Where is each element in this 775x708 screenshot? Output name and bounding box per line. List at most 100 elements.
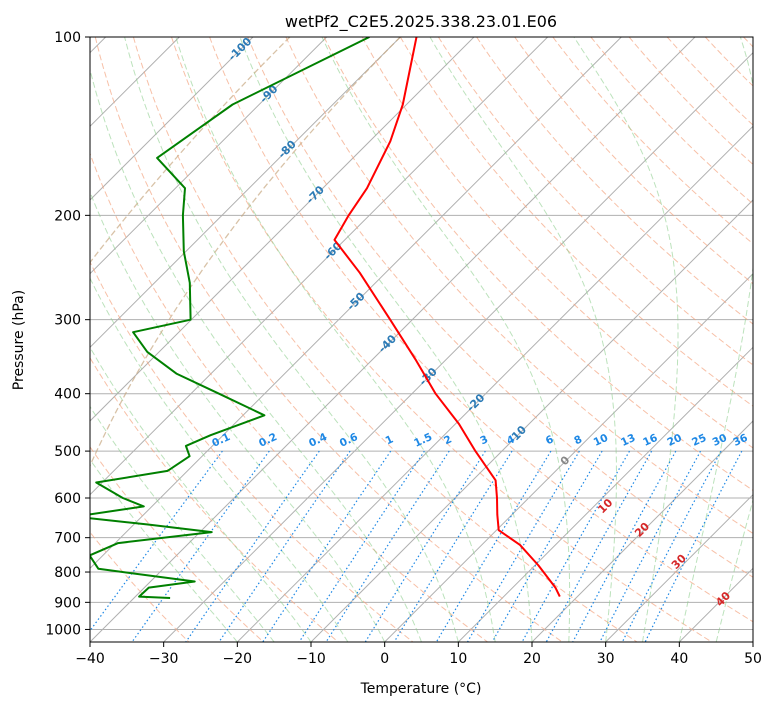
- isotherm-line: [605, 493, 753, 642]
- isotherm-line: [90, 37, 254, 201]
- dry-adiabat-line: [90, 260, 414, 642]
- decorative-curve: [90, 37, 291, 264]
- x-tick-label: −30: [149, 651, 179, 667]
- y-tick-label: 900: [54, 595, 81, 611]
- y-tick-label: 700: [54, 531, 81, 547]
- x-tick-label: 20: [523, 651, 541, 667]
- mixing-ratio-line: [521, 450, 631, 642]
- isotherm-line: [90, 37, 401, 349]
- temperature-profile-line: [333, 37, 561, 598]
- moist-adiabat-line: [678, 37, 753, 642]
- y-tick-label: 200: [54, 208, 81, 224]
- y-tick-label: 800: [54, 565, 81, 581]
- moist-adiabat-line: [90, 458, 238, 642]
- dry-adiabat-line: [90, 446, 264, 642]
- decorative-curve: [90, 37, 401, 468]
- plot-frame: [89, 36, 754, 643]
- moist-adiabat-line: [124, 37, 459, 642]
- y-tick-label: 400: [54, 387, 81, 403]
- dry-adiabat-line: [171, 37, 712, 642]
- dry-adiabat-line: [399, 37, 753, 407]
- isotherm-line: [236, 125, 753, 642]
- moist-adiabat-line: [175, 37, 496, 642]
- isotherm-line: [90, 37, 328, 275]
- dry-adiabat-line: [247, 37, 753, 578]
- dry-adiabat-line: [209, 37, 753, 623]
- y-axis-label: Pressure (hPa): [11, 290, 27, 390]
- mixing-ratio-label: 13: [619, 432, 637, 449]
- x-tick-label: 40: [670, 651, 688, 667]
- isotherm-line: [310, 199, 753, 642]
- dry-adiabat-line: [132, 37, 638, 642]
- x-tick-label: 30: [597, 651, 615, 667]
- mixing-ratio-line: [185, 450, 320, 642]
- mixing-ratio-line: [545, 450, 653, 642]
- x-tick-label: −40: [75, 651, 105, 667]
- mixing-ratio-line: [599, 450, 702, 642]
- dry-adiabat-line: [476, 37, 753, 325]
- dry-adiabat-line: [514, 37, 753, 285]
- mixing-ratio-line: [572, 450, 677, 642]
- dry-adiabat-line: [628, 37, 753, 166]
- mixing-ratio-line: [393, 450, 513, 642]
- isotherm-line: [531, 420, 753, 642]
- y-tick-label: 600: [54, 491, 81, 507]
- mixing-ratio-line: [364, 450, 486, 642]
- mixing-ratio-line: [491, 450, 603, 642]
- mixing-ratio-label: 30: [711, 432, 729, 449]
- moist-adiabat-line: [90, 190, 386, 642]
- isotherm-line: [90, 37, 622, 570]
- moist-adiabat-line: [429, 37, 617, 642]
- isotherm-line: [163, 51, 753, 642]
- dry-adiabat-line: [437, 37, 753, 366]
- dry-adiabat-line: [90, 531, 190, 642]
- chart-title: wetPf2_C2E5.2025.338.23.01.E06: [285, 12, 557, 32]
- mixing-ratio-line: [218, 450, 351, 642]
- moist-adiabat-line: [90, 67, 422, 642]
- mixing-ratio-line: [621, 450, 722, 642]
- mixing-ratio-label: 2: [442, 433, 454, 447]
- mixing-ratio-label: 36: [731, 432, 749, 449]
- isotherm-line: [384, 272, 753, 642]
- mixing-ratio-label: 3: [478, 433, 490, 447]
- dry-adiabat-line: [94, 37, 563, 642]
- moist-adiabat-line: [90, 405, 275, 642]
- x-tick-label: 10: [449, 651, 467, 667]
- y-tick-label: 500: [54, 444, 81, 460]
- y-tick-label: 300: [54, 313, 81, 329]
- axes: −40 −30 −20 −10 0 10 20 30 40 50 100 200 300 400 500 60…: [45, 30, 762, 667]
- dewpoint-profile-line: [90, 37, 370, 599]
- mixing-ratio-line: [466, 450, 580, 642]
- moist-adiabat-line: [321, 37, 571, 642]
- x-tick-label: 50: [744, 651, 762, 667]
- profile-lines: [90, 37, 561, 599]
- mixing-ratio-label: 25: [690, 432, 708, 449]
- mixing-ratio-line: [131, 450, 270, 642]
- moist-adiabat-line: [90, 277, 349, 642]
- y-tick-label: 1000: [45, 622, 81, 638]
- mixing-ratio-line: [435, 450, 552, 642]
- x-tick-label: −10: [296, 651, 326, 667]
- mixing-ratio-label: 10: [592, 432, 610, 449]
- x-tick-label: 0: [380, 651, 389, 667]
- mixing-ratio-label: 16: [641, 432, 659, 449]
- x-tick-label: −20: [223, 651, 253, 667]
- mixing-ratio-label: 4: [505, 433, 517, 447]
- dry-adiabat-line: [590, 37, 753, 205]
- isotherm-line: [90, 37, 549, 496]
- moist-adiabat-line: [573, 37, 679, 642]
- moist-adiabat-line: [90, 346, 312, 642]
- isotherm-line: [457, 346, 753, 642]
- background-lines: [90, 37, 753, 642]
- mixing-ratio-label: 20: [665, 432, 683, 449]
- mixing-ratio-label: 8: [572, 433, 584, 447]
- x-axis-label: Temperature (°C): [360, 681, 482, 697]
- y-tick-label: 100: [54, 30, 81, 46]
- isotherm-line: [90, 37, 475, 422]
- dry-adiabat-line: [361, 37, 753, 449]
- mixing-ratio-label: 1: [384, 433, 396, 447]
- moist-adiabat-line: [239, 37, 533, 642]
- mixing-ratio-label: 6: [544, 433, 556, 447]
